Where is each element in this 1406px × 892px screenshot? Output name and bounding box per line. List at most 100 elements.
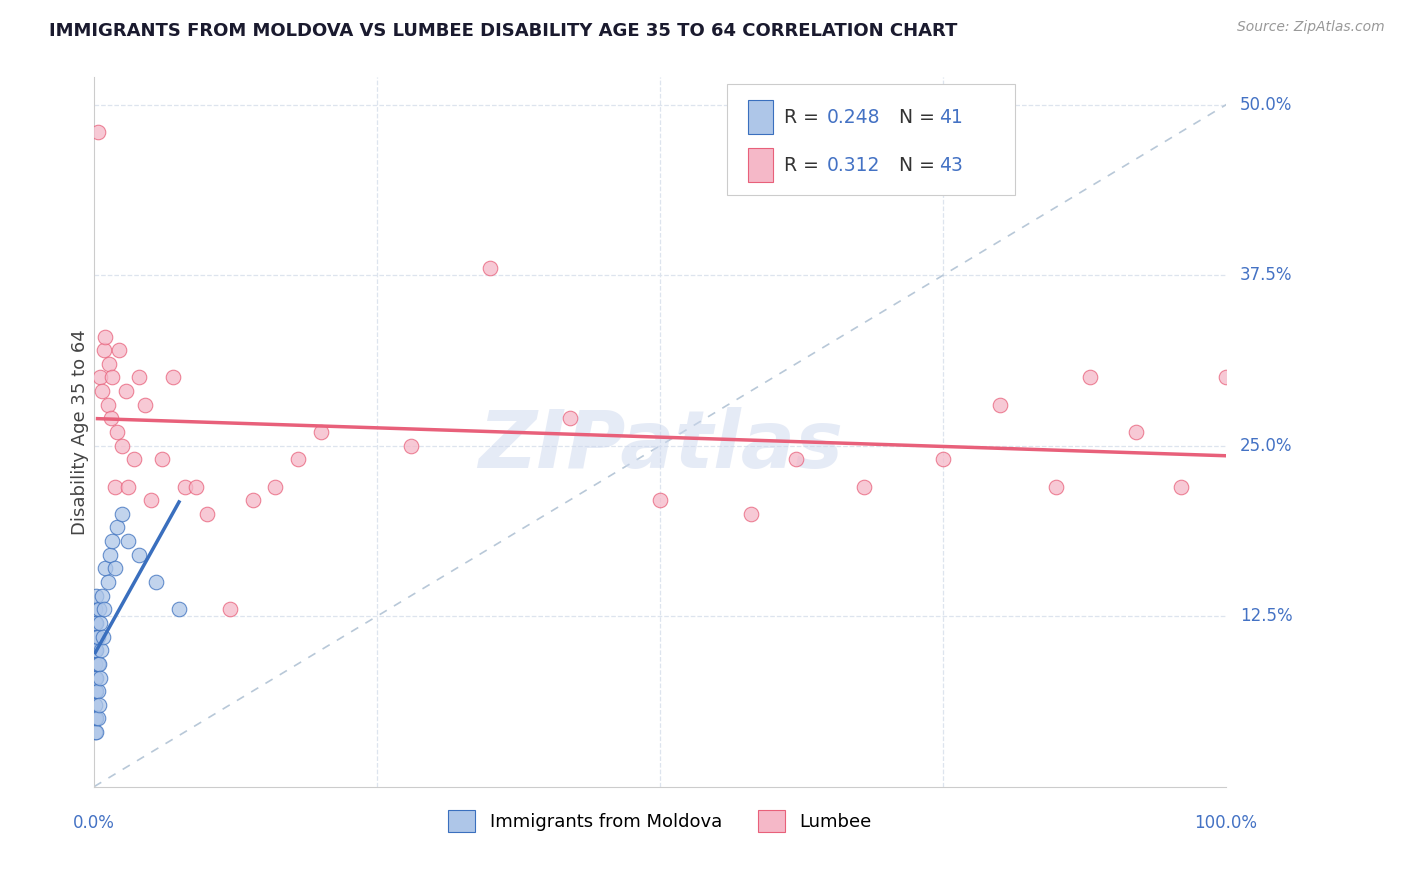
Text: 50.0%: 50.0% bbox=[1240, 95, 1292, 113]
Text: 41: 41 bbox=[939, 108, 963, 127]
Text: R =: R = bbox=[785, 156, 831, 175]
Text: Source: ZipAtlas.com: Source: ZipAtlas.com bbox=[1237, 20, 1385, 34]
Point bbox=[145, 575, 167, 590]
Point bbox=[86, 711, 108, 725]
Point bbox=[399, 439, 422, 453]
Point bbox=[90, 643, 112, 657]
Point bbox=[103, 561, 125, 575]
Point bbox=[111, 439, 134, 453]
Text: 100.0%: 100.0% bbox=[1195, 814, 1257, 832]
Point bbox=[84, 602, 107, 616]
Point bbox=[932, 452, 955, 467]
Point bbox=[94, 329, 117, 343]
Point bbox=[264, 479, 287, 493]
Point bbox=[117, 534, 139, 549]
Point bbox=[89, 370, 111, 384]
Point bbox=[105, 425, 128, 439]
Point bbox=[167, 602, 190, 616]
Text: 43: 43 bbox=[939, 156, 963, 175]
Text: IMMIGRANTS FROM MOLDOVA VS LUMBEE DISABILITY AGE 35 TO 64 CORRELATION CHART: IMMIGRANTS FROM MOLDOVA VS LUMBEE DISABI… bbox=[49, 22, 957, 40]
Point bbox=[648, 493, 671, 508]
Point bbox=[93, 602, 115, 616]
Point bbox=[1125, 425, 1147, 439]
Point bbox=[91, 589, 114, 603]
Y-axis label: Disability Age 35 to 64: Disability Age 35 to 64 bbox=[72, 329, 89, 535]
Text: N =: N = bbox=[887, 156, 941, 175]
Point bbox=[84, 643, 107, 657]
Point bbox=[134, 398, 156, 412]
Point bbox=[91, 384, 114, 398]
Point bbox=[128, 370, 150, 384]
Point bbox=[84, 725, 107, 739]
Point bbox=[86, 657, 108, 671]
Point bbox=[1215, 370, 1237, 384]
Point bbox=[162, 370, 184, 384]
Point bbox=[86, 630, 108, 644]
Point bbox=[111, 507, 134, 521]
Point bbox=[100, 411, 122, 425]
Point bbox=[287, 452, 309, 467]
Point bbox=[97, 575, 120, 590]
Text: 12.5%: 12.5% bbox=[1240, 607, 1292, 625]
Text: R =: R = bbox=[785, 108, 825, 127]
Text: 0.312: 0.312 bbox=[827, 156, 880, 175]
Point bbox=[86, 615, 108, 630]
Legend: Immigrants from Moldova, Lumbee: Immigrants from Moldova, Lumbee bbox=[439, 801, 882, 841]
Point bbox=[84, 671, 107, 685]
Text: 37.5%: 37.5% bbox=[1240, 266, 1292, 285]
Point bbox=[87, 698, 110, 712]
Point bbox=[988, 398, 1011, 412]
Point bbox=[84, 711, 107, 725]
Point bbox=[86, 711, 108, 725]
Point bbox=[84, 698, 107, 712]
Point bbox=[103, 479, 125, 493]
Point bbox=[91, 630, 114, 644]
Text: ZIPatlas: ZIPatlas bbox=[478, 408, 842, 485]
Text: 25.0%: 25.0% bbox=[1240, 437, 1292, 455]
Point bbox=[852, 479, 875, 493]
Point bbox=[86, 671, 108, 685]
Point bbox=[785, 452, 807, 467]
Point bbox=[128, 548, 150, 562]
Point bbox=[89, 615, 111, 630]
Point bbox=[195, 507, 218, 521]
Point bbox=[86, 643, 108, 657]
Point bbox=[1045, 479, 1067, 493]
Point bbox=[86, 589, 108, 603]
Point bbox=[86, 725, 108, 739]
Point bbox=[173, 479, 195, 493]
Point bbox=[117, 479, 139, 493]
Point bbox=[105, 520, 128, 534]
Point bbox=[97, 398, 120, 412]
Point bbox=[101, 370, 124, 384]
Point bbox=[558, 411, 581, 425]
Point bbox=[86, 684, 108, 698]
Point bbox=[139, 493, 162, 508]
Point bbox=[94, 561, 117, 575]
Text: 0.0%: 0.0% bbox=[73, 814, 115, 832]
Point bbox=[108, 343, 131, 358]
Point bbox=[184, 479, 207, 493]
Point bbox=[97, 357, 120, 371]
Point bbox=[89, 671, 111, 685]
Point bbox=[84, 630, 107, 644]
Point bbox=[84, 657, 107, 671]
Point bbox=[1170, 479, 1192, 493]
Point bbox=[86, 125, 108, 139]
Point bbox=[122, 452, 145, 467]
Point bbox=[84, 615, 107, 630]
Point bbox=[740, 507, 762, 521]
Point bbox=[479, 261, 502, 276]
Point bbox=[309, 425, 332, 439]
Point bbox=[84, 684, 107, 698]
Text: 0.248: 0.248 bbox=[827, 108, 880, 127]
Point bbox=[87, 602, 110, 616]
Point bbox=[98, 548, 121, 562]
Point bbox=[101, 534, 124, 549]
Point bbox=[242, 493, 264, 508]
Point bbox=[86, 684, 108, 698]
Point bbox=[219, 602, 242, 616]
Point bbox=[150, 452, 173, 467]
Point bbox=[1078, 370, 1101, 384]
Point bbox=[93, 343, 115, 358]
